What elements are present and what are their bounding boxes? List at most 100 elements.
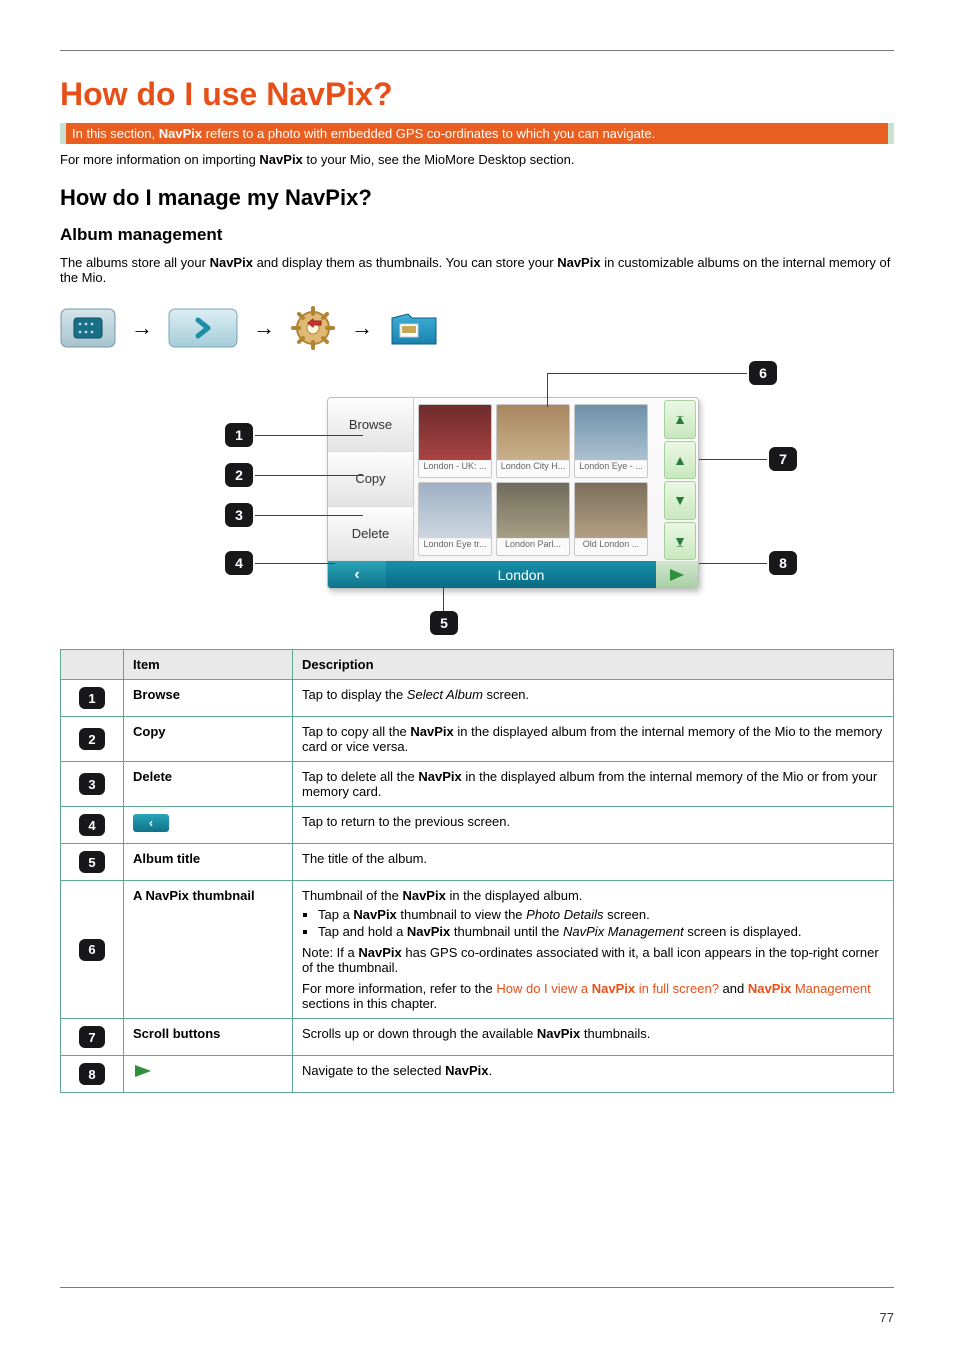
reference-table: Item Description 1BrowseTap to display t… xyxy=(60,649,894,1093)
row-description: Tap to copy all the NavPix in the displa… xyxy=(293,717,894,762)
section-heading: Album management xyxy=(60,225,894,245)
callout-6: 6 xyxy=(749,361,777,385)
row-item: Scroll buttons xyxy=(124,1019,293,1056)
intro-np1: NavPix xyxy=(210,255,253,270)
device-album-title: London xyxy=(386,561,656,588)
row-item: Browse xyxy=(124,680,293,717)
row-description: The title of the album. xyxy=(293,844,894,881)
page-number: 77 xyxy=(880,1310,894,1325)
import-note-trail: to your Mio, see the MioMore Desktop sec… xyxy=(306,152,574,167)
import-note-leader: For more information on importing xyxy=(60,152,259,167)
thumbnail-label: Old London ... xyxy=(575,538,647,555)
context-bar: In this section, NavPix refers to a phot… xyxy=(60,123,894,144)
row-number-badge: 4 xyxy=(79,814,105,836)
context-bar-leader: In this section, xyxy=(72,126,159,141)
device-browse-button[interactable]: Browse xyxy=(328,398,414,452)
row-item: ‹ xyxy=(124,807,293,844)
device-thumbnail[interactable]: London Parl... xyxy=(496,482,570,556)
callout-8: 8 xyxy=(769,551,797,575)
import-note-np: NavPix xyxy=(259,152,302,167)
scroll-top-icon[interactable]: ▲─ xyxy=(664,400,696,439)
back-mini-icon: ‹ xyxy=(133,814,169,832)
row-number-badge: 8 xyxy=(79,1063,105,1085)
device-thumbnail-grid: London - UK: ... London City H... London E… xyxy=(416,400,662,560)
table-row: 4 ‹ Tap to return to the previous screen. xyxy=(61,807,894,844)
play-icon xyxy=(668,567,686,583)
arrow-sep-icon: → xyxy=(130,316,154,340)
go-mini-icon xyxy=(133,1063,155,1081)
device-back-button[interactable]: ‹ xyxy=(328,561,386,588)
device-thumbnail[interactable]: London Eye tr... xyxy=(418,482,492,556)
row-item: Album title xyxy=(124,844,293,881)
title-part1: How do I use xyxy=(60,76,266,112)
row-description: Tap to display the Select Album screen. xyxy=(293,680,894,717)
device-copy-button[interactable]: Copy xyxy=(328,452,414,506)
row-item: Copy xyxy=(124,717,293,762)
thumbnail-label: London Eye - ... xyxy=(575,460,647,477)
device-go-button[interactable] xyxy=(656,561,698,588)
row-item: A NavPix thumbnail xyxy=(124,881,293,1019)
table-header-blank xyxy=(61,650,124,680)
sub-heading: How do I manage my NavPix? xyxy=(60,185,894,211)
thumbnail-image xyxy=(419,405,491,460)
thumbnail-image xyxy=(497,405,569,460)
callout-7: 7 xyxy=(769,447,797,471)
page-title: How do I use NavPix? xyxy=(60,76,894,113)
row-number-badge: 5 xyxy=(79,851,105,873)
album-icon[interactable] xyxy=(388,306,442,350)
callout-5: 5 xyxy=(430,611,458,635)
title-question: ? xyxy=(373,76,393,112)
device-thumbnail[interactable]: London Eye - ... xyxy=(574,404,648,478)
sub-heading-leader: How do I manage my xyxy=(60,185,285,210)
device-thumbnail[interactable]: London City H... xyxy=(496,404,570,478)
device-scroll[interactable]: ▲─ ▲ ▼ ▼─ xyxy=(664,400,696,560)
page-forward-icon[interactable] xyxy=(168,308,238,348)
nav-breadcrumb: → → → xyxy=(60,305,894,351)
scroll-down-icon[interactable]: ▼ xyxy=(664,481,696,520)
intro-a: The albums store all your xyxy=(60,255,210,270)
row-item: Delete xyxy=(124,762,293,807)
row-description: Thumbnail of the NavPix in the displayed… xyxy=(293,881,894,1019)
table-row: 3 DeleteTap to delete all the NavPix in t… xyxy=(61,762,894,807)
thumbnail-image xyxy=(497,483,569,538)
row-number-badge: 3 xyxy=(79,773,105,795)
arrow-sep-icon: → xyxy=(252,316,276,340)
gear-icon[interactable] xyxy=(290,305,336,351)
table-row: 5 Album titleThe title of the album. xyxy=(61,844,894,881)
callout-3: 3 xyxy=(225,503,253,527)
table-row: 1 BrowseTap to display the Select Album s… xyxy=(61,680,894,717)
row-number-badge: 2 xyxy=(79,728,105,750)
title-navpix: NavPix xyxy=(266,76,373,112)
scroll-up-icon[interactable]: ▲ xyxy=(664,441,696,480)
context-bar-trail: refers to a photo with embedded GPS co-o… xyxy=(206,126,655,141)
device-thumbnail[interactable]: London - UK: ... xyxy=(418,404,492,478)
context-bar-np: NavPix xyxy=(159,126,202,141)
callout-1: 1 xyxy=(225,423,253,447)
row-description: Scrolls up or down through the available… xyxy=(293,1019,894,1056)
device-screenshot: Browse Copy Delete London - UK: ...Londo… xyxy=(327,397,699,589)
table-row: 2 CopyTap to copy all the NavPix in the d… xyxy=(61,717,894,762)
scroll-bottom-icon[interactable]: ▼─ xyxy=(664,522,696,561)
intro-b: and display them as thumbnails. You can … xyxy=(257,255,558,270)
row-description: Tap to delete all the NavPix in the disp… xyxy=(293,762,894,807)
annotated-diagram: Browse Copy Delete London - UK: ...Londo… xyxy=(117,359,837,639)
row-description: Navigate to the selected NavPix. xyxy=(293,1056,894,1093)
thumbnail-label: London City H... xyxy=(497,460,569,477)
table-header-item: Item xyxy=(124,650,293,680)
device-thumbnail[interactable]: Old London ... xyxy=(574,482,648,556)
thumbnail-label: London - UK: ... xyxy=(419,460,491,477)
thumbnail-image xyxy=(419,483,491,538)
home-tile-icon[interactable] xyxy=(60,308,116,348)
table-row: 8 Navigate to the selected NavPix. xyxy=(61,1056,894,1093)
table-row: 7Scroll buttonsScrolls up or down throug… xyxy=(61,1019,894,1056)
table-row: 6 A NavPix thumbnailThumbnail of the NavP… xyxy=(61,881,894,1019)
intro-line: The albums store all your NavPix and dis… xyxy=(60,255,894,285)
row-number-badge: 6 xyxy=(79,939,105,961)
row-description: Tap to return to the previous screen. xyxy=(293,807,894,844)
chevron-left-icon: ‹ xyxy=(354,566,359,584)
thumbnail-image xyxy=(575,483,647,538)
sub-heading-np: NavPix xyxy=(285,185,358,210)
row-number-badge: 1 xyxy=(79,687,105,709)
thumbnail-label: London Eye tr... xyxy=(419,538,491,555)
import-note: For more information on importing NavPix… xyxy=(60,152,894,167)
